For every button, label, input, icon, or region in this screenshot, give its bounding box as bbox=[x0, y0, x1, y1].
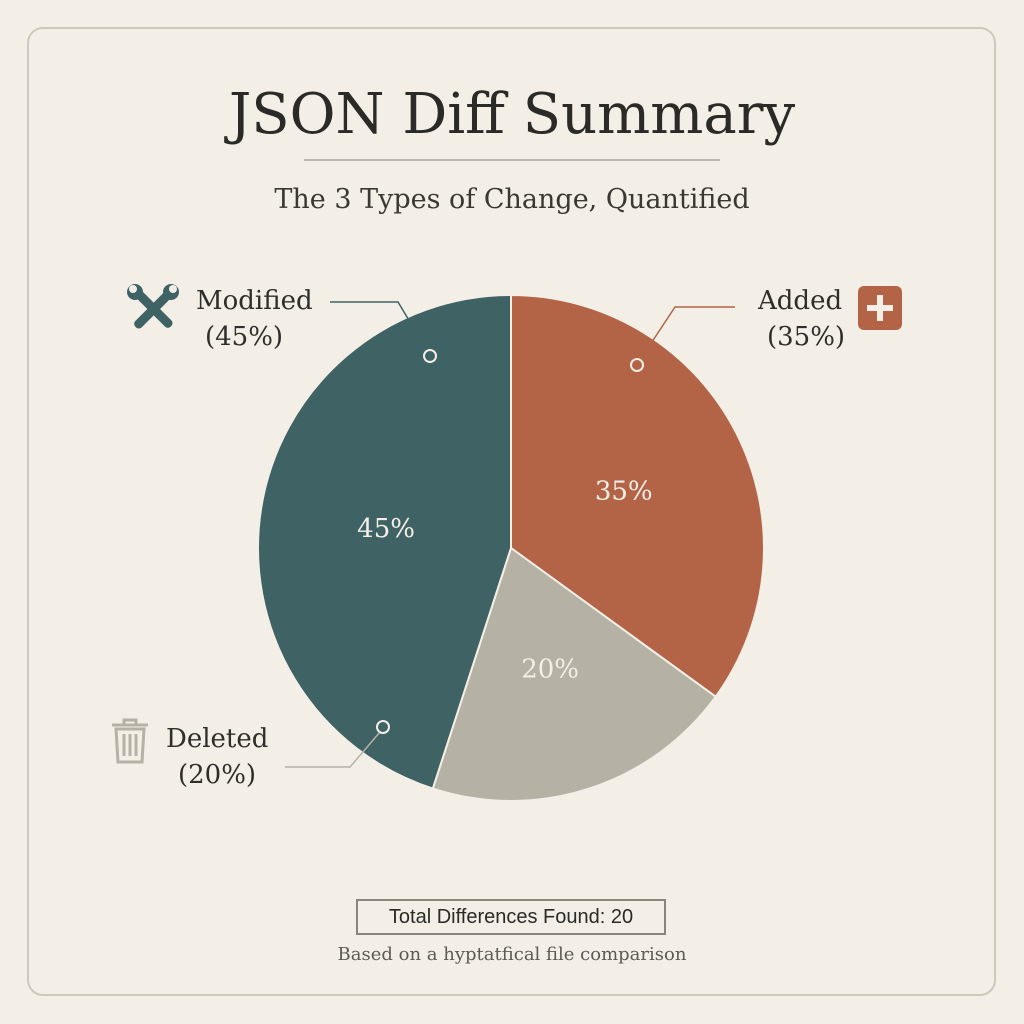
legend-added-pct: (35%) bbox=[767, 322, 846, 352]
callout-line-modified bbox=[330, 301, 429, 353]
card-frame bbox=[27, 27, 996, 996]
pie-slice-modified bbox=[257, 293, 512, 790]
callout-line-deleted bbox=[285, 731, 381, 768]
legend-deleted-name: Deleted bbox=[166, 724, 269, 754]
callout-dot-modified bbox=[423, 349, 437, 363]
legend-added-name: Added bbox=[758, 286, 843, 316]
legend-deleted-pct: (20%) bbox=[178, 760, 257, 790]
pie-slice-added bbox=[510, 293, 765, 699]
callout-dot-added bbox=[630, 358, 644, 372]
callout-line-added bbox=[639, 306, 735, 361]
footnote: Based on a hyptatfical file comparison bbox=[337, 944, 687, 965]
chart-subtitle: The 3 Types of Change, Quantified bbox=[274, 184, 750, 215]
title-divider bbox=[304, 159, 720, 161]
trash-icon bbox=[112, 718, 148, 764]
total-differences-box: Total Differences Found: 20 bbox=[356, 899, 666, 935]
pie-slice-deleted bbox=[431, 546, 718, 802]
slice-label-added: 35% bbox=[595, 477, 653, 507]
callout-dot-deleted bbox=[376, 720, 390, 734]
plus-square-icon bbox=[858, 286, 902, 330]
legend-modified-name: Modified bbox=[196, 286, 313, 316]
slice-label-deleted: 20% bbox=[521, 654, 579, 684]
chart-title: JSON Diff Summary bbox=[228, 82, 796, 147]
slice-label-modified: 45% bbox=[357, 514, 415, 544]
wrench-screwdriver-icon bbox=[127, 284, 179, 329]
legend-modified-pct: (45%) bbox=[205, 322, 284, 352]
